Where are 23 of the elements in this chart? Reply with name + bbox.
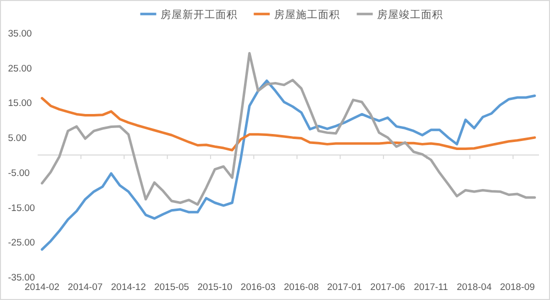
x-tick-label: 2017-11 [414, 282, 448, 293]
legend-label: 房屋竣工面积 [376, 8, 443, 21]
x-tick-label: 2014-12 [111, 282, 146, 293]
x-tick-label: 2016-03 [240, 282, 276, 293]
y-tick-label: -25.00 [8, 238, 35, 249]
legend-label: 房屋新开工面积 [160, 8, 238, 21]
x-tick-label: 2018-04 [456, 282, 492, 293]
x-tick-label: 2015-05 [154, 282, 190, 293]
x-tick-label: 2017-01 [327, 282, 362, 293]
y-tick-label: 35.00 [8, 28, 32, 40]
x-tick-label: 2015-10 [197, 282, 232, 293]
y-tick-label: 25.00 [8, 63, 32, 74]
y-tick-label: -5.00 [8, 168, 30, 179]
x-tick-label: 2017-06 [370, 282, 406, 293]
x-tick-label: 2014-07 [68, 282, 103, 293]
legend-label: 房屋施工面积 [274, 8, 340, 21]
x-tick-label: 2014-02 [24, 282, 60, 293]
y-tick-label: -35.00 [8, 272, 35, 284]
x-tick-label: 2016-08 [284, 282, 319, 293]
y-tick-label: -15.00 [8, 202, 35, 214]
x-tick-label: 2018-09 [500, 282, 535, 293]
y-tick-label: 15.00 [8, 98, 32, 110]
y-tick-label: 5.00 [8, 133, 26, 144]
